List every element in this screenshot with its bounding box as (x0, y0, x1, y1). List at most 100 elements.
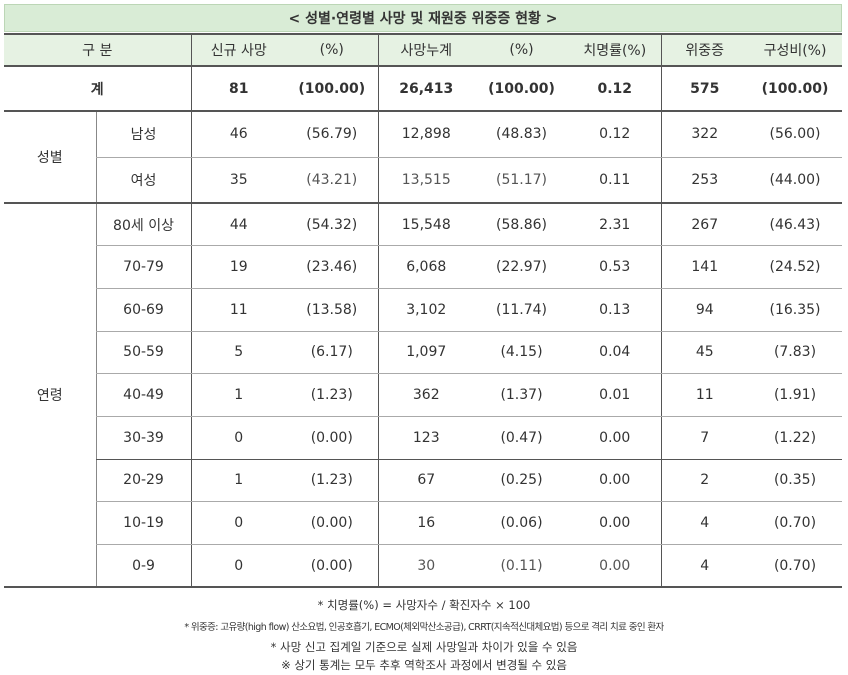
note-statistics-change: ※ 상기 통계는 모두 추후 역학조사 과정에서 변경될 수 있음 (281, 658, 567, 672)
header-severe: 위중증 (660, 33, 748, 67)
cell-pct-cum: (48.83) (474, 111, 569, 158)
age-row: 0-9 0 (0.00) 30 (0.11) 0.00 4 (0.70) (4, 544, 842, 589)
cell-pct-cum: (51.17) (474, 157, 569, 204)
note-death-report-date: * 사망 신고 집계일 기준으로 실제 사망일과 차이가 있을 수 있음 (270, 640, 578, 654)
cell-cum-deaths: 123 (377, 416, 474, 460)
cell-pct-cum: (11.74) (474, 288, 569, 332)
cell-severe: 45 (660, 331, 748, 375)
cell-severe: 94 (660, 288, 748, 332)
total-severe: 575 (660, 66, 748, 112)
row-label: 20-29 (95, 459, 191, 503)
cell-fatality: 0.53 (569, 245, 661, 289)
cell-pct-new: (6.17) (286, 331, 378, 375)
row-label: 80세 이상 (95, 203, 191, 247)
cell-ratio: (46.43) (748, 203, 842, 247)
total-pct-cum: (100.00) (474, 66, 569, 112)
cell-severe: 253 (660, 157, 748, 204)
cell-cum-deaths: 6,068 (377, 245, 474, 289)
cell-new-deaths: 0 (190, 544, 286, 589)
table-title: < 성별·연령별 사망 및 재원중 위중증 현황 > (4, 4, 842, 32)
cell-ratio: (24.52) (748, 245, 842, 289)
cell-pct-new: (43.21) (286, 157, 378, 204)
header-new-deaths: 신규 사망 (190, 33, 286, 67)
cell-fatality: 0.00 (569, 544, 661, 589)
cell-severe: 11 (660, 373, 748, 417)
header-pct-cum: (%) (474, 33, 569, 67)
total-ratio: (100.00) (748, 66, 842, 112)
cell-pct-new: (0.00) (286, 544, 378, 589)
cell-fatality: 0.11 (569, 157, 661, 204)
cell-ratio: (16.35) (748, 288, 842, 332)
cell-severe: 7 (660, 416, 748, 460)
cell-cum-deaths: 1,097 (377, 331, 474, 375)
cell-fatality: 2.31 (569, 203, 661, 247)
cell-pct-new: (56.79) (286, 111, 378, 158)
age-row: 20-29 1 (1.23) 67 (0.25) 0.00 2 (0.35) (4, 459, 842, 503)
cell-pct-cum: (0.47) (474, 416, 569, 460)
cell-ratio: (56.00) (748, 111, 842, 158)
cell-new-deaths: 1 (190, 459, 286, 503)
cell-severe: 322 (660, 111, 748, 158)
row-label: 남성 (95, 111, 191, 158)
age-row: 10-19 0 (0.00) 16 (0.06) 0.00 4 (0.70) (4, 501, 842, 545)
cell-fatality: 0.13 (569, 288, 661, 332)
age-row: 연령 80세 이상 44 (54.32) 15,548 (58.86) 2.31… (4, 203, 842, 589)
cell-pct-new: (23.46) (286, 245, 378, 289)
cell-new-deaths: 46 (190, 111, 286, 158)
cell-new-deaths: 35 (190, 157, 286, 204)
row-label: 30-39 (95, 416, 191, 460)
total-fatality: 0.12 (569, 66, 661, 112)
cell-ratio: (1.22) (748, 416, 842, 460)
cell-new-deaths: 11 (190, 288, 286, 332)
header-row: 구 분 신규 사망 (%) 사망누계 (%) 치명률(%) 위중증 구성비(%) (4, 33, 842, 67)
cell-new-deaths: 0 (190, 416, 286, 460)
cell-ratio: (1.91) (748, 373, 842, 417)
header-fatality: 치명률(%) (569, 33, 661, 67)
cell-severe: 4 (660, 501, 748, 545)
cell-ratio: (0.35) (748, 459, 842, 503)
cell-pct-cum: (4.15) (474, 331, 569, 375)
age-row: 40-49 1 (1.23) 362 (1.37) 0.01 11 (1.91) (4, 373, 842, 417)
cell-pct-cum: (58.86) (474, 203, 569, 247)
gender-row-male: 성별 남성 46 (56.79) 12,898 (48.83) 0.12 322… (4, 111, 842, 204)
total-new-deaths: 81 (190, 66, 286, 112)
cell-pct-new: (0.00) (286, 501, 378, 545)
cell-severe: 2 (660, 459, 748, 503)
header-cum-deaths: 사망누계 (377, 33, 474, 67)
cell-fatality: 0.00 (569, 501, 661, 545)
cell-cum-deaths: 67 (377, 459, 474, 503)
row-label: 10-19 (95, 501, 191, 545)
cell-new-deaths: 19 (190, 245, 286, 289)
row-label: 여성 (95, 157, 191, 204)
cell-cum-deaths: 13,515 (377, 157, 474, 204)
row-label: 40-49 (95, 373, 191, 417)
cell-pct-cum: (0.11) (474, 544, 569, 589)
cell-severe: 4 (660, 544, 748, 589)
death-severe-table: 구 분 신규 사망 (%) 사망누계 (%) 치명률(%) 위중증 구성비(%)… (4, 33, 842, 589)
cell-pct-cum: (0.25) (474, 459, 569, 503)
cell-cum-deaths: 12,898 (377, 111, 474, 158)
cell-new-deaths: 44 (190, 203, 286, 247)
cell-ratio: (7.83) (748, 331, 842, 375)
cell-pct-cum: (0.06) (474, 501, 569, 545)
row-label: 50-59 (95, 331, 191, 375)
cell-ratio: (0.70) (748, 544, 842, 589)
cell-fatality: 0.12 (569, 111, 661, 158)
age-row: 60-69 11 (13.58) 3,102 (11.74) 0.13 94 (… (4, 288, 842, 332)
cell-fatality: 0.01 (569, 373, 661, 417)
row-label: 0-9 (95, 544, 191, 589)
cell-new-deaths: 5 (190, 331, 286, 375)
cell-cum-deaths: 362 (377, 373, 474, 417)
cell-pct-cum: (1.37) (474, 373, 569, 417)
cell-pct-new: (0.00) (286, 416, 378, 460)
header-category: 구 분 (4, 33, 191, 67)
cell-fatality: 0.00 (569, 416, 661, 460)
cell-fatality: 0.00 (569, 459, 661, 503)
age-row: 30-39 0 (0.00) 123 (0.47) 0.00 7 (1.22) (4, 416, 842, 460)
cell-new-deaths: 0 (190, 501, 286, 545)
gender-group-label: 성별 (4, 111, 96, 204)
total-pct-new: (100.00) (286, 66, 378, 112)
cell-severe: 267 (660, 203, 748, 247)
age-group-label: 연령 (4, 203, 96, 589)
cell-pct-new: (54.32) (286, 203, 378, 247)
